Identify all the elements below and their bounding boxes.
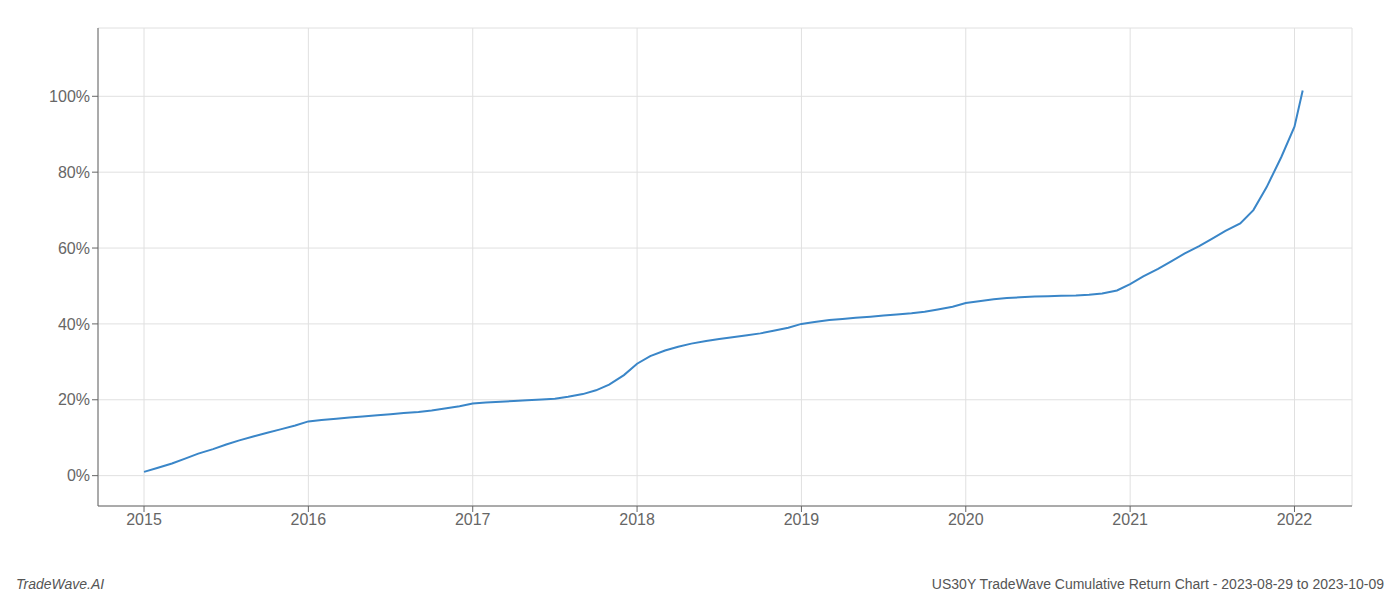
html-text:TradeWave.AI: TradeWave.AI [16,576,105,592]
svg-text:40%: 40% [58,316,90,333]
svg-text:0%: 0% [67,467,90,484]
svg-text:2022: 2022 [1277,511,1313,528]
svg-text:2019: 2019 [784,511,820,528]
svg-text:2020: 2020 [948,511,984,528]
svg-text:2021: 2021 [1112,511,1148,528]
svg-text:100%: 100% [49,88,90,105]
svg-text:60%: 60% [58,240,90,257]
html-text:US30Y TradeWave Cumulative Ret: US30Y TradeWave Cumulative Return Chart … [931,576,1384,592]
svg-text:2015: 2015 [126,511,162,528]
svg-text:20%: 20% [58,391,90,408]
svg-text:80%: 80% [58,164,90,181]
svg-text:2017: 2017 [455,511,491,528]
svg-text:2018: 2018 [619,511,655,528]
svg-text:2016: 2016 [291,511,327,528]
